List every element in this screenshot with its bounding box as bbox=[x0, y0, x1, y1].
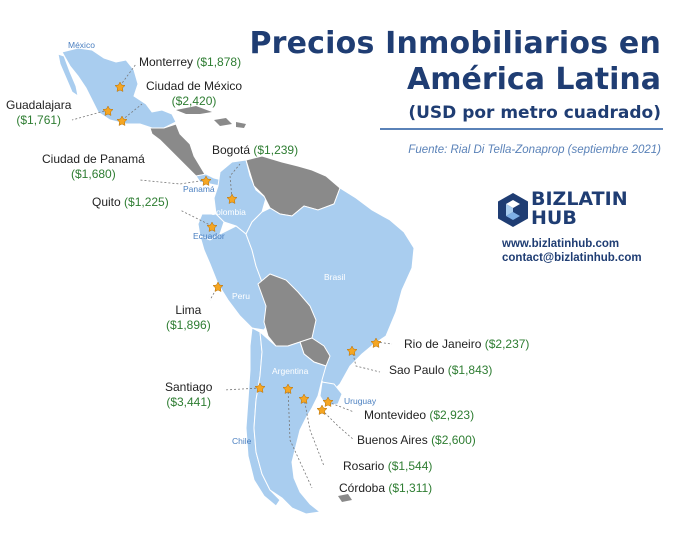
brand-name-line-1: BIZLATIN bbox=[531, 188, 628, 210]
city-price: ($1,878) bbox=[196, 55, 242, 69]
city-label-cordoba: Córdoba ($1,311) bbox=[339, 481, 432, 496]
city-name: Córdoba bbox=[339, 481, 386, 495]
caribbean-islands bbox=[176, 106, 246, 128]
city-label-buenosaires: Buenos Aires ($2,600) bbox=[357, 433, 476, 448]
city-label-lima: Lima ($1,896) bbox=[166, 303, 211, 333]
marker-saopaulo bbox=[346, 345, 358, 356]
marker-cordoba bbox=[282, 383, 294, 394]
city-label-monterrey: Monterrey ($1,878) bbox=[139, 55, 241, 70]
city-name: Rio de Janeiro bbox=[404, 337, 482, 351]
city-price: ($2,600) bbox=[431, 433, 476, 447]
city-price: ($1,680) bbox=[71, 167, 116, 181]
city-price: ($2,237) bbox=[484, 337, 530, 351]
city-name: Quito bbox=[92, 195, 121, 209]
city-name: Guadalajara bbox=[6, 98, 72, 112]
city-label-rosario: Rosario ($1,544) bbox=[343, 459, 432, 474]
source-note: Fuente: Rial Di Tella-Zonaprop (septiemb… bbox=[408, 144, 661, 156]
city-price: ($1,761) bbox=[16, 113, 62, 127]
city-label-rio: Rio de Janeiro ($2,237) bbox=[404, 337, 529, 352]
country-label-chile: Chile bbox=[232, 436, 252, 446]
bizlatinhub-logo-icon bbox=[498, 193, 528, 227]
marker-quito bbox=[206, 221, 218, 232]
city-label-cdmx: Ciudad de México ($2,420) bbox=[146, 79, 242, 109]
email-link[interactable]: contact@bizlatinhub.com bbox=[502, 252, 642, 264]
country-label-panama: Panamá bbox=[183, 184, 215, 194]
city-label-montevideo: Montevideo ($2,923) bbox=[364, 408, 474, 423]
country-central-america bbox=[149, 123, 207, 179]
city-name: Lima bbox=[175, 303, 202, 317]
website-link[interactable]: www.bizlatinhub.com bbox=[502, 238, 620, 250]
city-price: ($1,843) bbox=[447, 363, 493, 377]
city-label-bogota: Bogotá ($1,239) bbox=[212, 143, 298, 158]
brand-name-line-2: HUB bbox=[531, 207, 577, 229]
city-price: ($1,311) bbox=[388, 481, 433, 495]
brand-name: BIZLATIN HUB bbox=[531, 190, 628, 228]
leader-lines bbox=[71, 63, 393, 489]
city-name: Bogotá bbox=[212, 143, 251, 157]
marker-monterrey bbox=[114, 81, 126, 92]
city-label-quito: Quito ($1,225) bbox=[92, 195, 169, 210]
city-name: Ciudad de Panamá bbox=[42, 152, 145, 166]
marker-lima bbox=[212, 281, 224, 292]
city-markers bbox=[102, 81, 382, 415]
city-label-santiago: Santiago ($3,441) bbox=[165, 380, 212, 410]
title-subtitle: (USD por metro cuadrado) bbox=[408, 103, 661, 123]
city-name: Ciudad de México bbox=[146, 79, 243, 93]
marker-santiago bbox=[254, 382, 266, 393]
marker-buenosaires bbox=[316, 404, 328, 415]
falkland-islands bbox=[338, 494, 352, 502]
marker-cdmx bbox=[116, 115, 128, 126]
title-line-2: América Latina bbox=[407, 62, 661, 97]
city-price: ($2,420) bbox=[171, 94, 217, 108]
city-name: Sao Paulo bbox=[389, 363, 445, 377]
marker-montevideo bbox=[322, 396, 334, 407]
city-name: Buenos Aires bbox=[357, 433, 428, 447]
city-label-saopaulo: Sao Paulo ($1,843) bbox=[389, 363, 492, 378]
country-label-peru: Peru bbox=[232, 291, 250, 301]
marker-panama bbox=[200, 175, 212, 186]
city-label-panama: Ciudad de Panamá ($1,680) bbox=[42, 152, 145, 182]
city-label-guadalajara: Guadalajara ($1,761) bbox=[6, 98, 71, 128]
city-price: ($3,441) bbox=[166, 395, 212, 409]
title-line-1: Precios Inmobiliarios en bbox=[249, 26, 661, 61]
city-price: ($1,239) bbox=[253, 143, 299, 157]
country-argentina bbox=[253, 330, 327, 515]
country-label-ecuador: Ecuador bbox=[193, 231, 225, 241]
marker-bogota bbox=[226, 193, 238, 204]
city-name: Monterrey bbox=[139, 55, 194, 69]
country-label-mexico: México bbox=[68, 40, 95, 50]
country-label-brasil: Brasil bbox=[324, 272, 346, 282]
marker-rio bbox=[370, 337, 382, 348]
city-name: Montevideo bbox=[364, 408, 427, 422]
country-label-argentina: Argentina bbox=[272, 366, 309, 376]
city-price: ($1,225) bbox=[124, 195, 169, 209]
city-name: Santiago bbox=[165, 380, 213, 394]
marker-rosario bbox=[298, 393, 310, 404]
country-mexico-baja bbox=[57, 53, 79, 98]
marker-guadalajara bbox=[102, 105, 114, 116]
city-name: Rosario bbox=[343, 459, 385, 473]
city-price: ($1,896) bbox=[166, 318, 211, 332]
country-label-colombia: Colombia bbox=[210, 207, 246, 217]
title-divider bbox=[380, 128, 663, 130]
city-price: ($2,923) bbox=[429, 408, 475, 422]
country-label-uruguay: Uruguay bbox=[344, 396, 377, 406]
city-price: ($1,544) bbox=[387, 459, 433, 473]
